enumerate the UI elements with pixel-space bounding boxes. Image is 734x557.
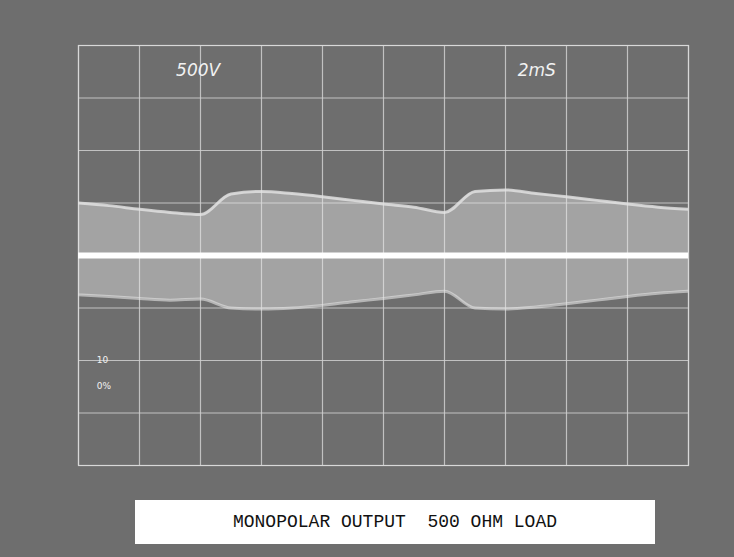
svg-text:500V: 500V	[176, 60, 221, 80]
svg-text:10: 10	[97, 355, 109, 365]
svg-text:0%: 0%	[97, 381, 112, 391]
svg-text:2mS: 2mS	[518, 60, 556, 80]
html-text:MONOPOLAR OUTPUT 500 OHM LOAD: MONOPOLAR OUTPUT 500 OHM LOAD	[233, 512, 557, 532]
